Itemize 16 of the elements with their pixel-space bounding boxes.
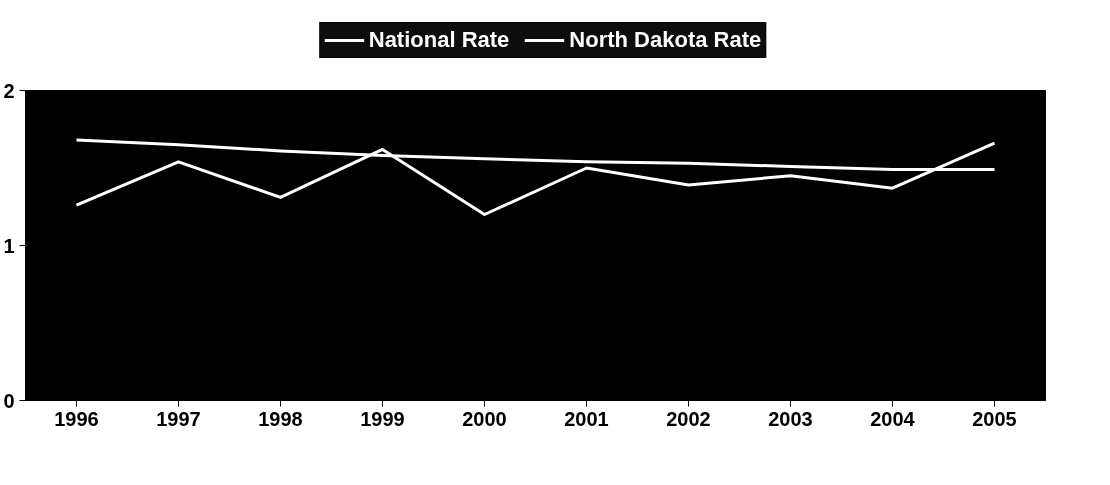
legend-label: National Rate — [368, 27, 510, 53]
legend-label: North Dakota Rate — [569, 27, 762, 53]
x-tick-label: 2005 — [972, 407, 1017, 430]
y-tick-label: 2 — [3, 79, 15, 102]
x-tick-label: 1998 — [258, 407, 303, 430]
x-tick-label: 2003 — [768, 407, 813, 430]
y-tick-label: 1 — [3, 234, 15, 257]
x-tick-label: 1999 — [360, 407, 405, 430]
x-tick-label: 1996 — [54, 407, 99, 430]
x-tick-label: 2000 — [462, 407, 507, 430]
x-tick-label: 2004 — [870, 407, 916, 430]
x-tick-label: 1997 — [156, 407, 201, 430]
x-tick-label: 2001 — [564, 407, 609, 430]
line-series — [75, 141, 996, 216]
y-tick-label: 0 — [3, 389, 15, 412]
x-tick-label: 2002 — [666, 407, 711, 430]
